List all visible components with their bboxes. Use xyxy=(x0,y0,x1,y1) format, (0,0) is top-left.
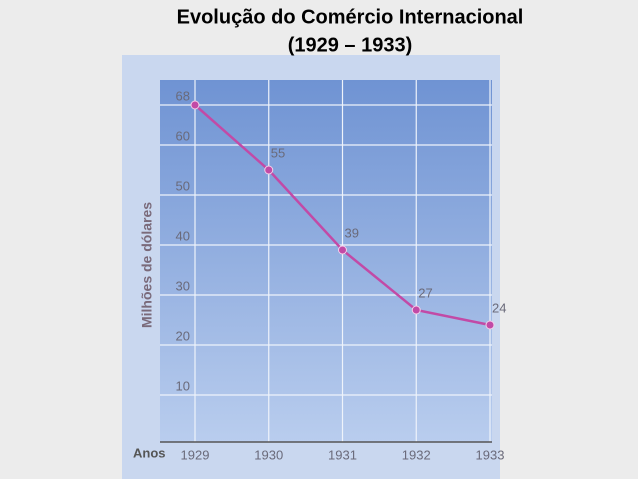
chart-title: Evolução do Comércio Internacional xyxy=(177,6,524,28)
y-tick-label: 50 xyxy=(176,178,190,193)
point xyxy=(338,245,347,255)
chart-subtitle: (1929 – 1933) xyxy=(288,34,413,56)
x-axis-label: Anos xyxy=(133,445,166,460)
data-label: 27 xyxy=(418,285,432,300)
y-tick-label: 10 xyxy=(176,378,190,393)
point xyxy=(411,305,421,315)
x-tick-label: 1930 xyxy=(254,447,283,462)
x-tick-label: 1929 xyxy=(181,447,210,462)
point xyxy=(485,320,495,330)
x-tick-label: 1933 xyxy=(476,447,505,462)
point xyxy=(264,165,274,175)
plot-area xyxy=(160,80,492,442)
data-label: 55 xyxy=(271,145,285,160)
y-tick-label: 20 xyxy=(176,328,190,343)
y-axis-label: Milhões de dólares xyxy=(139,202,155,328)
x-tick-label: 1932 xyxy=(402,447,431,462)
data-label: 24 xyxy=(492,300,506,315)
y-tick-label: 68 xyxy=(176,88,190,103)
data-label: 39 xyxy=(345,225,359,240)
y-tick-label: 60 xyxy=(176,128,190,143)
y-tick-label: 30 xyxy=(176,278,190,293)
x-tick-label: 1931 xyxy=(328,447,357,462)
point xyxy=(190,100,200,110)
y-tick-label: 40 xyxy=(176,228,190,243)
